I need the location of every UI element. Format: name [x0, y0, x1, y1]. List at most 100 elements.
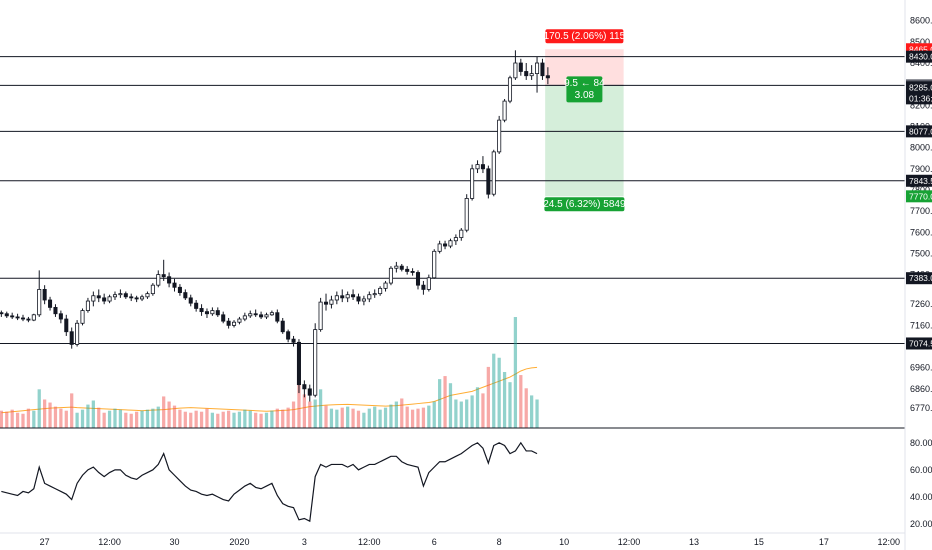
price-label: 01:36:04 — [909, 93, 932, 103]
candle-body — [64, 318, 69, 333]
candle — [118, 289, 123, 298]
candle-body — [497, 119, 502, 153]
candle-body — [486, 168, 491, 195]
volume-bar — [497, 357, 501, 428]
candle — [448, 238, 453, 249]
volume-bar — [26, 408, 31, 428]
candle-body — [507, 77, 513, 102]
time-tick: 8 — [497, 537, 502, 547]
volume-ma — [1, 366, 538, 414]
volume-bar — [427, 405, 431, 428]
volume-bar — [530, 395, 534, 428]
candle — [518, 58, 523, 76]
candle — [507, 75, 513, 104]
candle-body — [269, 312, 274, 316]
time-axis[interactable]: 27 12:00 30 2020 3 12:00 6 8 10 12:00 13 15 17 12:00 — [40, 537, 900, 547]
candle-body — [232, 321, 237, 326]
candle — [351, 289, 356, 300]
candle — [259, 311, 264, 320]
candle — [361, 295, 366, 306]
volume-bar — [394, 401, 398, 428]
volume-bar — [264, 412, 269, 428]
price-tick: 8200.0 — [910, 100, 932, 110]
candle-body — [545, 75, 550, 79]
candle-body — [199, 308, 204, 313]
time-tick: 13 — [689, 537, 699, 547]
volume-bar — [367, 408, 371, 428]
volume-bar — [237, 411, 242, 428]
candle — [329, 295, 334, 309]
volume-bar — [32, 410, 36, 428]
candle-body — [145, 293, 150, 298]
candle — [140, 294, 145, 302]
volume-bar — [0, 410, 3, 428]
price-tick: 8000.0 — [910, 143, 932, 153]
candle-body — [134, 297, 139, 300]
price-tick: 7600.0 — [910, 227, 932, 237]
candle-body — [388, 267, 393, 284]
candle-body — [378, 287, 383, 295]
volume-bar — [519, 375, 523, 428]
candle — [112, 291, 118, 300]
rsi-tick: 60.00 — [910, 465, 932, 475]
candle — [296, 339, 301, 394]
volume-bar — [475, 387, 480, 428]
candle — [394, 261, 399, 273]
price-label-box — [906, 81, 932, 94]
candle — [307, 384, 312, 402]
volume-bar — [48, 402, 52, 428]
volume-bar — [70, 393, 74, 428]
volume-bar — [183, 411, 187, 428]
candle — [426, 274, 431, 292]
candle-body — [302, 384, 307, 390]
candle-body — [313, 329, 318, 396]
candle — [204, 308, 209, 318]
candle-body — [275, 312, 280, 322]
rsi-axis[interactable]: 80.00 60.00 40.00 20.00 — [910, 438, 932, 529]
candle — [497, 115, 502, 154]
candle — [177, 284, 182, 296]
volume-bar — [232, 412, 236, 428]
volume-bar — [102, 412, 106, 428]
candle — [491, 149, 496, 197]
candle-body — [296, 341, 301, 386]
volume-bar — [172, 405, 177, 428]
long-position-tool[interactable] — [545, 49, 624, 197]
candle — [291, 335, 296, 347]
volume-bar — [297, 383, 301, 428]
volume-bar — [145, 409, 150, 428]
candle — [172, 278, 177, 292]
volume-bar — [178, 409, 182, 428]
candle — [323, 293, 329, 311]
price-tick: 6860.0 — [910, 384, 932, 394]
candle — [183, 289, 188, 300]
candle — [48, 296, 53, 311]
candle-body — [237, 318, 242, 323]
volume-bar — [275, 408, 279, 428]
price-tick: 8500.0 — [910, 37, 932, 47]
candle — [432, 249, 437, 279]
candle-body — [340, 295, 345, 299]
candle — [237, 316, 242, 325]
price-label: 8077.0 — [909, 126, 932, 136]
price-label: 7843.5 — [909, 176, 932, 186]
rsi-line — [1, 441, 538, 523]
horizontal-levels[interactable] — [0, 56, 905, 344]
price-tick: 7800.0 — [910, 185, 932, 195]
candle — [269, 310, 274, 316]
candle-body — [448, 240, 453, 247]
candle-body — [464, 198, 469, 231]
volume-bar — [356, 410, 361, 428]
candle — [437, 240, 442, 254]
price-label: 7074.5 — [909, 338, 932, 348]
rsi-tick: 20.00 — [910, 519, 932, 529]
volume-bar — [329, 408, 334, 428]
candle-body — [188, 297, 193, 304]
volume-bar — [378, 409, 382, 428]
time-tick: 15 — [754, 537, 764, 547]
volume-bar — [281, 409, 285, 428]
volume-ma-line — [1, 366, 538, 414]
candle-body — [48, 299, 53, 308]
volume-bar — [535, 399, 539, 428]
